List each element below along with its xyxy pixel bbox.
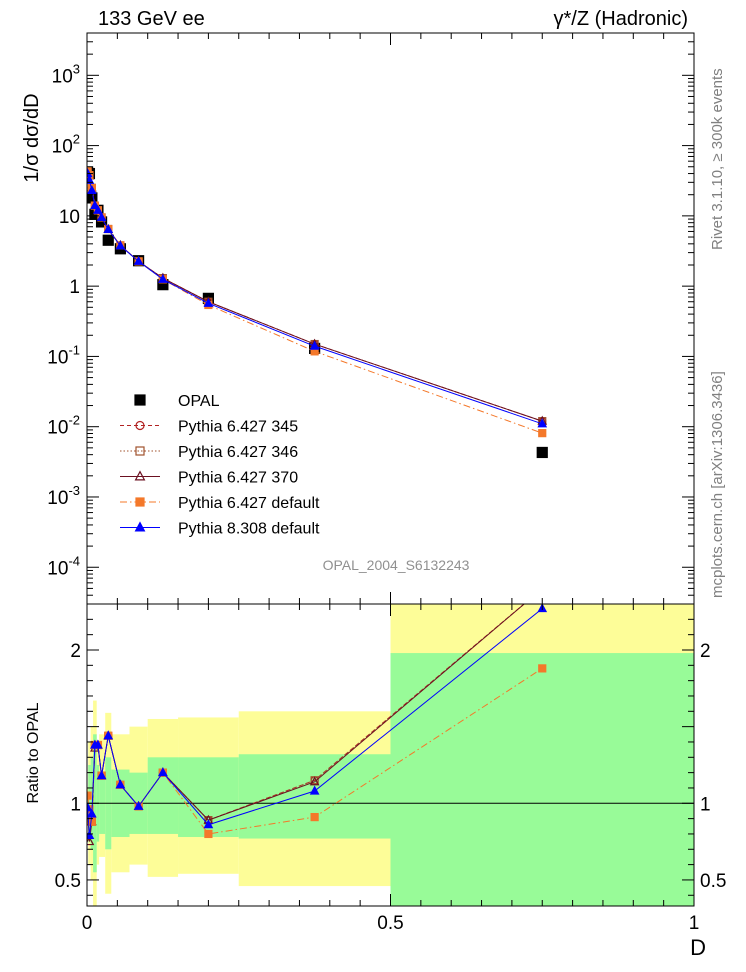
rivet-version-label: Rivet 3.1.10, ≥ 300k events <box>709 68 726 250</box>
main-point <box>87 168 93 178</box>
ratio-point <box>539 585 546 592</box>
ratio-point <box>309 785 320 795</box>
main-line-3 <box>87 173 543 422</box>
ratio-point <box>538 664 547 673</box>
main-y-tick-label: 10-4 <box>47 553 80 579</box>
main-line-1 <box>87 173 543 422</box>
legend-marker <box>135 497 145 507</box>
main-line-5 <box>87 173 543 425</box>
legend-entry-0: OPAL <box>134 393 220 410</box>
analysis-watermark: OPAL_2004_S6132243 <box>323 557 470 573</box>
ratio-point <box>133 800 144 810</box>
ratio-series <box>87 584 548 846</box>
header-left-label: 133 GeV ee <box>98 8 205 30</box>
inner-band-12 <box>390 653 694 906</box>
main-line-2 <box>87 173 543 422</box>
main-y-tick-label: 10-3 <box>47 483 80 509</box>
main-series <box>87 166 548 459</box>
main-point <box>309 340 320 350</box>
main-y-tick-label: 10-1 <box>47 342 80 368</box>
legend: OPAL Pythia 6.427 345 Pythia 6.427 346 Pyth… <box>120 393 320 538</box>
main-point <box>103 224 114 234</box>
main-point <box>102 234 114 246</box>
main-frame <box>86 32 695 605</box>
legend-marker <box>134 521 146 532</box>
inner-band-11 <box>238 754 391 839</box>
ratio-uncertainty-bands <box>87 604 694 906</box>
ratio-point <box>96 770 107 780</box>
ratio-point <box>87 830 95 840</box>
ratio-point <box>93 739 103 749</box>
ratio-y-axis-label: Ratio to OPAL <box>25 702 42 803</box>
ratio-point <box>310 812 319 822</box>
legend-marker <box>135 420 145 431</box>
main-point <box>90 200 100 210</box>
legend-label: Pythia 6.427 default <box>178 495 320 512</box>
main-point <box>536 446 548 459</box>
ratio-y-tick-label-right: 1 <box>700 794 711 815</box>
ratio-point <box>204 829 213 839</box>
main-y-tick-label: 10-2 <box>47 413 80 439</box>
main-y-tick-label: 1 <box>69 277 80 298</box>
ratio-y-tick-label: 0.5 <box>55 871 81 892</box>
legend-label: OPAL <box>178 393 220 410</box>
legend-entry-5: Pythia 8.308 default <box>120 521 320 538</box>
x-tick-label: 0.5 <box>377 913 403 934</box>
x-axis-label: D <box>690 935 706 960</box>
legend-marker <box>134 394 146 406</box>
legend-label: Pythia 6.427 346 <box>178 444 298 461</box>
legend-entry-4: Pythia 6.427 default <box>120 495 320 512</box>
main-line-4 <box>87 170 543 434</box>
x-tick-label: 1 <box>689 913 700 934</box>
header-right-label: γ*/Z (Hadronic) <box>554 8 688 30</box>
ratio-y-tick-label: 2 <box>70 641 81 662</box>
ratio-point <box>203 819 214 829</box>
legend-label: Pythia 6.427 370 <box>178 470 298 487</box>
ratio-point <box>87 791 92 800</box>
main-point <box>203 297 214 307</box>
main-y-tick-label: 103 <box>52 61 80 87</box>
main-point <box>133 255 144 265</box>
ratio-point <box>103 730 114 740</box>
ratio-point <box>87 802 93 812</box>
main-point <box>93 204 103 214</box>
ratio-point <box>538 584 546 591</box>
main-y-tick-label: 10 <box>59 207 80 228</box>
legend-entry-3: Pythia 6.427 370 <box>120 470 298 487</box>
ratio-y-tick-label-right: 2 <box>700 641 711 662</box>
main-panel: 10-4 10-3 10-2 10-1 1 10 102 103 <box>47 32 695 605</box>
main-point <box>87 184 97 194</box>
ratio-point <box>158 767 168 777</box>
main-point <box>87 174 95 184</box>
ratio-point <box>539 585 546 592</box>
ratio-point <box>87 817 96 826</box>
legend-label: Pythia 6.427 345 <box>178 419 298 436</box>
ratio-y-tick-label-right: 0.5 <box>700 871 726 892</box>
legend-label: Pythia 8.308 default <box>178 521 320 538</box>
main-point <box>158 273 168 283</box>
mcplots-source-label: mcplots.cern.ch [arXiv:1306.3436] <box>709 371 726 598</box>
ratio-point <box>309 776 320 786</box>
main-point <box>96 211 107 221</box>
x-tick-label: 0 <box>82 913 93 934</box>
legend-entry-1: Pythia 6.427 345 <box>120 419 298 436</box>
legend-marker <box>134 470 146 481</box>
main-point <box>538 429 547 438</box>
main-y-axis-label: 1/σ dσ/dD <box>21 93 43 182</box>
ratio-panel: 0.5 0.51 12 20 0.5 1 <box>55 584 726 934</box>
ratio-y-tick-label: 1 <box>70 794 81 815</box>
legend-entry-2: Pythia 6.427 346 <box>120 444 298 461</box>
main-y-tick-label: 102 <box>52 132 80 158</box>
legend-marker <box>135 446 145 456</box>
ratio-point <box>87 808 97 818</box>
ratio-point <box>115 779 126 789</box>
ratio-point <box>87 836 95 846</box>
main-point <box>537 418 548 428</box>
main-point <box>115 240 126 250</box>
